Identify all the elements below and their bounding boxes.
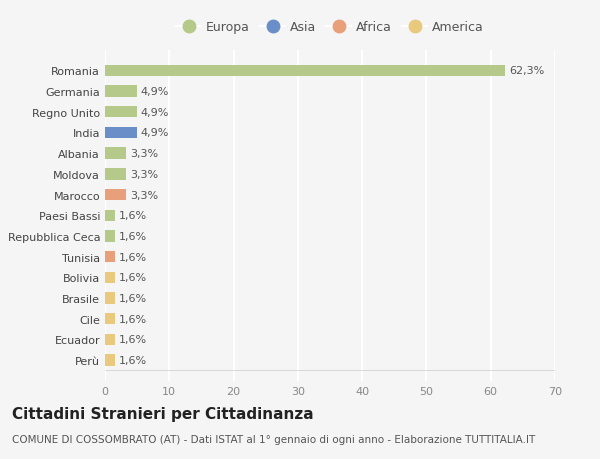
- Legend: Europa, Asia, Africa, America: Europa, Asia, Africa, America: [172, 17, 488, 38]
- Text: 4,9%: 4,9%: [140, 87, 169, 97]
- Text: COMUNE DI COSSOMBRATO (AT) - Dati ISTAT al 1° gennaio di ogni anno - Elaborazion: COMUNE DI COSSOMBRATO (AT) - Dati ISTAT …: [12, 434, 535, 444]
- Bar: [105, 272, 115, 283]
- Bar: [105, 66, 505, 77]
- Text: 3,3%: 3,3%: [130, 190, 158, 200]
- Text: 1,6%: 1,6%: [119, 211, 147, 221]
- Bar: [105, 210, 115, 221]
- Bar: [105, 252, 115, 263]
- Text: 3,3%: 3,3%: [130, 169, 158, 179]
- Text: 1,6%: 1,6%: [119, 293, 147, 303]
- Bar: [105, 355, 115, 366]
- Text: 1,6%: 1,6%: [119, 231, 147, 241]
- Bar: [105, 86, 137, 97]
- Text: 4,9%: 4,9%: [140, 107, 169, 118]
- Bar: [105, 128, 137, 139]
- Bar: [105, 293, 115, 304]
- Text: 1,6%: 1,6%: [119, 335, 147, 345]
- Bar: [105, 313, 115, 325]
- Bar: [105, 190, 126, 201]
- Text: 62,3%: 62,3%: [509, 66, 545, 76]
- Bar: [105, 231, 115, 242]
- Text: 1,6%: 1,6%: [119, 252, 147, 262]
- Bar: [105, 334, 115, 345]
- Text: 3,3%: 3,3%: [130, 149, 158, 159]
- Text: 1,6%: 1,6%: [119, 314, 147, 324]
- Bar: [105, 107, 137, 118]
- Bar: [105, 148, 126, 159]
- Text: Cittadini Stranieri per Cittadinanza: Cittadini Stranieri per Cittadinanza: [12, 406, 314, 421]
- Bar: [105, 169, 126, 180]
- Text: 1,6%: 1,6%: [119, 355, 147, 365]
- Text: 1,6%: 1,6%: [119, 273, 147, 283]
- Text: 4,9%: 4,9%: [140, 128, 169, 138]
